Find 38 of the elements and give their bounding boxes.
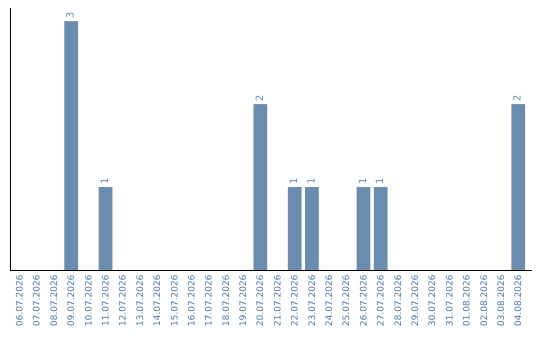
x-tick-label: 17.07.2026	[204, 274, 215, 326]
x-tick-label: 15.07.2026	[170, 274, 180, 326]
data-label: 2	[254, 94, 266, 102]
x-tick-label: 25.07.2026	[342, 274, 352, 326]
x-tick-label: 07.07.2026	[32, 274, 43, 326]
data-label: 1	[306, 178, 318, 184]
x-tick-label: 13.07.2026	[136, 274, 146, 326]
x-tick-label: 10.07.2026	[84, 274, 94, 326]
x-tick-label: 11.07.2026	[101, 274, 112, 326]
x-tick-label: 26.07.2026	[359, 274, 370, 326]
x-tick-label: 06.07.2026	[16, 274, 26, 326]
x-tick-label: 02.08.2026	[480, 274, 490, 326]
x-tick-label: 04.08.2026	[514, 274, 524, 326]
x-tick-label: 27.07.2026	[376, 274, 387, 326]
data-label: 3	[66, 12, 77, 18]
x-tick-label: 23.07.2026	[308, 274, 318, 326]
data-label: 2	[512, 94, 524, 102]
x-tick-label: 08.07.2026	[50, 274, 60, 326]
x-tick-label: 01.08.2026	[462, 274, 473, 326]
x-tick-label: 31.07.2026	[445, 274, 456, 326]
x-tick-label: 28.07.2026	[394, 274, 404, 326]
x-tick-label: 18.07.2026	[222, 274, 232, 326]
x-tick-label: 03.08.2026	[496, 274, 507, 326]
x-tick-label: 24.07.2026	[325, 274, 336, 326]
x-tick-label: 30.07.2026	[428, 274, 438, 326]
x-tick-label: 21.07.2026	[273, 274, 284, 326]
x-tick-label: 19.07.2026	[239, 274, 250, 326]
data-label: 1	[375, 178, 386, 184]
x-tick-label: 14.07.2026	[153, 274, 164, 326]
data-label: 1	[358, 178, 369, 184]
data-label: 1	[100, 178, 112, 184]
data-label: 1	[289, 178, 300, 184]
x-tick-label: 29.07.2026	[411, 274, 422, 326]
x-tick-label: 16.07.2026	[187, 274, 198, 326]
x-tick-label: 22.07.2026	[290, 274, 301, 326]
x-tick-label: 12.07.2026	[118, 274, 129, 326]
x-tick-label: 09.07.2026	[67, 274, 78, 326]
x-tick-label: 20.07.2026	[256, 274, 266, 326]
